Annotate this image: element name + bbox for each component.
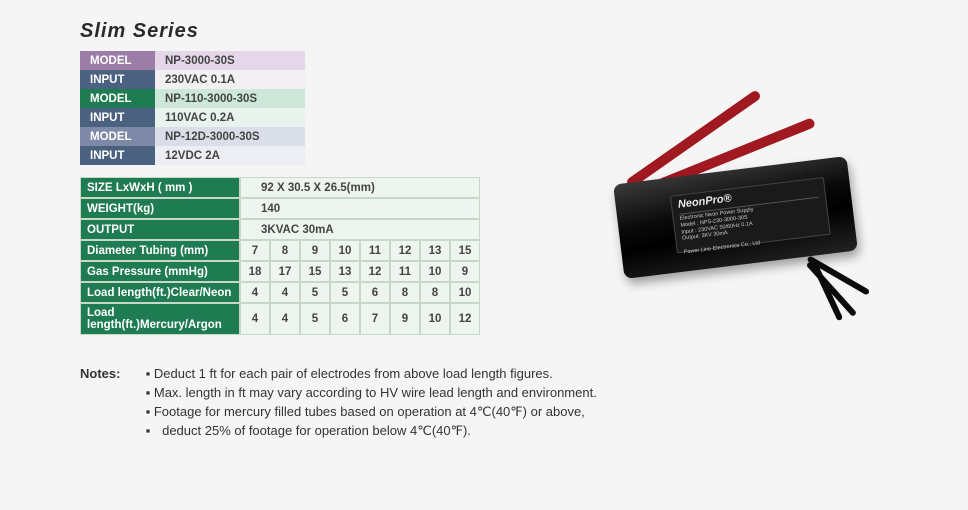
spec-cell: 9 (450, 261, 480, 282)
spec-cell: 10 (420, 303, 450, 335)
input-label: INPUT (80, 146, 155, 165)
model-label: MODEL (80, 127, 155, 146)
spec-label: Load length(ft.)Clear/Neon (80, 282, 240, 303)
spec-value: 92 X 30.5 X 26.5(mm) (240, 177, 480, 198)
model-input-table: MODEL NP-3000-30SINPUT 230VAC 0.1AMODEL … (80, 51, 305, 165)
spec-cell: 6 (360, 282, 390, 303)
model-label: MODEL (80, 51, 155, 70)
input-label: INPUT (80, 70, 155, 89)
series-title: Slim Series (80, 20, 888, 43)
spec-cell: 8 (390, 282, 420, 303)
spec-cell: 15 (300, 261, 330, 282)
spec-cell: 11 (360, 240, 390, 261)
spec-label: SIZE LxWxH ( mm ) (80, 177, 240, 198)
spec-cell: 8 (270, 240, 300, 261)
note-item: ▪ deduct 25% of footage for operation be… (146, 422, 597, 441)
spec-cell: 5 (330, 282, 360, 303)
input-value: 230VAC 0.1A (155, 70, 305, 89)
notes-section: Notes: Deduct 1 ft for each pair of elec… (80, 365, 888, 440)
spec-value: 3KVAC 30mA (240, 219, 480, 240)
spec-label: Diameter Tubing (mm) (80, 240, 240, 261)
spec-cell: 7 (240, 240, 270, 261)
spec-cell: 9 (300, 240, 330, 261)
model-value: NP-12D-3000-30S (155, 127, 305, 146)
spec-label: Gas Pressure (mmHg) (80, 261, 240, 282)
spec-cell: 4 (240, 282, 270, 303)
spec-label: Load length(ft.)Mercury/Argon (80, 303, 240, 335)
model-value: NP-3000-30S (155, 51, 305, 70)
spec-cell: 13 (420, 240, 450, 261)
model-label: MODEL (80, 89, 155, 108)
notes-label: Notes: (80, 365, 142, 384)
spec-cell: 13 (330, 261, 360, 282)
spec-cell: 4 (270, 303, 300, 335)
spec-cell: 10 (420, 261, 450, 282)
spec-value: 140 (240, 198, 480, 219)
spec-cell: 6 (330, 303, 360, 335)
product-image: NeonPro® Electronic Neon Power SupplyMod… (528, 110, 908, 330)
input-value: 110VAC 0.2A (155, 108, 305, 127)
note-item: Max. length in ft may vary according to … (146, 384, 597, 403)
model-value: NP-110-3000-30S (155, 89, 305, 108)
spec-cell: 10 (330, 240, 360, 261)
spec-cell: 18 (240, 261, 270, 282)
spec-cell: 9 (390, 303, 420, 335)
spec-cell: 4 (240, 303, 270, 335)
spec-cell: 7 (360, 303, 390, 335)
note-item: Footage for mercury filled tubes based o… (146, 403, 597, 422)
input-value: 12VDC 2A (155, 146, 305, 165)
spec-cell: 4 (270, 282, 300, 303)
spec-cell: 12 (390, 240, 420, 261)
spec-cell: 11 (390, 261, 420, 282)
spec-cell: 8 (420, 282, 450, 303)
spec-cell: 10 (450, 282, 480, 303)
notes-list: Deduct 1 ft for each pair of electrodes … (146, 365, 597, 440)
specification-table: SIZE LxWxH ( mm ) 92 X 30.5 X 26.5(mm)WE… (80, 177, 480, 335)
note-item: Deduct 1 ft for each pair of electrodes … (146, 365, 597, 384)
spec-cell: 12 (360, 261, 390, 282)
spec-cell: 5 (300, 282, 330, 303)
spec-cell: 15 (450, 240, 480, 261)
spec-cell: 17 (270, 261, 300, 282)
device-label: NeonPro® Electronic Neon Power SupplyMod… (670, 177, 831, 253)
spec-cell: 5 (300, 303, 330, 335)
input-label: INPUT (80, 108, 155, 127)
spec-label: WEIGHT(kg) (80, 198, 240, 219)
spec-label: OUTPUT (80, 219, 240, 240)
spec-cell: 12 (450, 303, 480, 335)
